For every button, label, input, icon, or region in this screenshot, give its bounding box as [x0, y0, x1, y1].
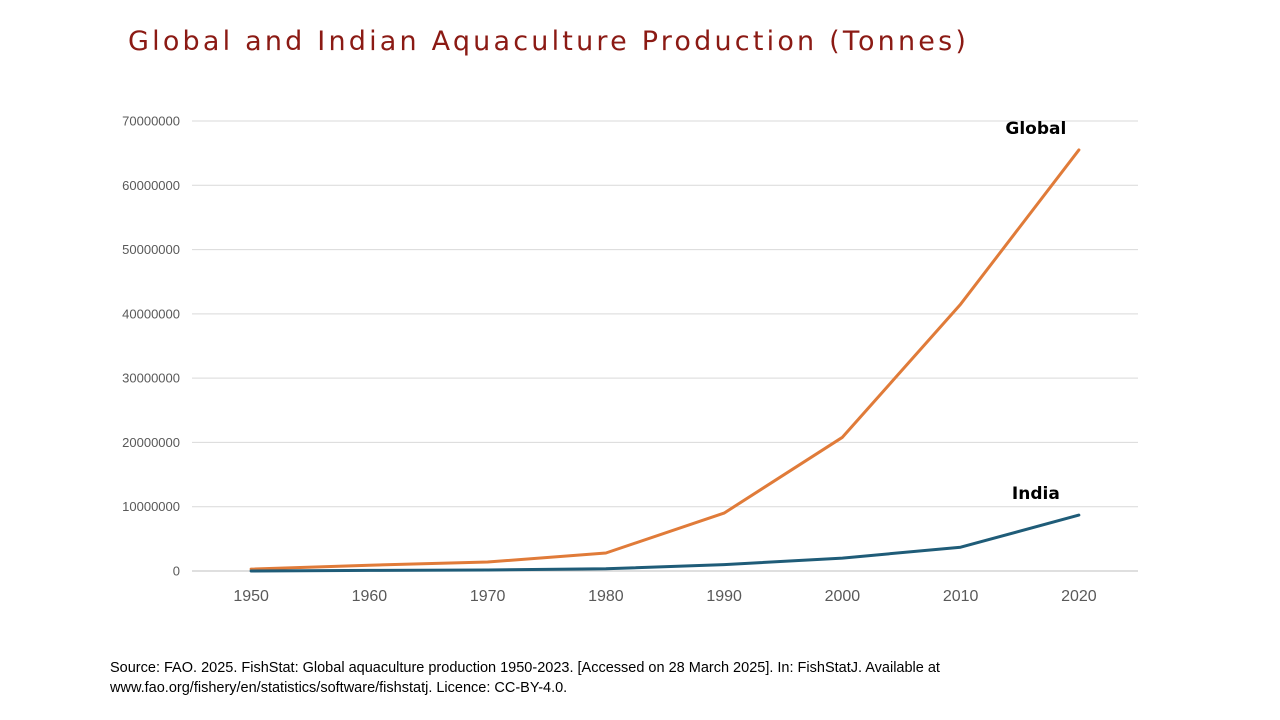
y-axis-ticks: 0 10000000 20000000 30000000 40000000 5000000…: [122, 114, 180, 579]
x-tick-label: 1970: [470, 588, 506, 605]
y-tick-label: 30000000: [122, 371, 180, 386]
series-line-global: [249, 148, 1081, 571]
series-label-global: Global: [1005, 119, 1066, 139]
series-label-india: India: [1012, 484, 1060, 504]
x-axis-ticks: 1950 1960 1970 1980 1990 2000 2010 2020: [233, 588, 1096, 605]
source-note: Source: FAO. 2025. FishStat: Global aqua…: [110, 658, 1110, 698]
source-line-2: www.fao.org/fishery/en/statistics/softwa…: [110, 680, 568, 696]
x-tick-label: 2010: [943, 588, 979, 605]
x-tick-label: 2000: [825, 588, 861, 605]
y-tick-label: 70000000: [122, 114, 180, 129]
source-line-1: Source: FAO. 2025. FishStat: Global aqua…: [110, 660, 940, 676]
series-labels: Global India: [1005, 119, 1066, 504]
x-tick-label: 1950: [233, 588, 269, 605]
x-tick-label: 1990: [706, 588, 742, 605]
y-tick-label: 0: [173, 564, 180, 579]
gridlines: [192, 120, 1138, 572]
x-tick-label: 1980: [588, 588, 624, 605]
x-tick-label: 1960: [352, 588, 388, 605]
y-tick-label: 10000000: [122, 499, 180, 514]
x-tick-label: 2020: [1061, 588, 1097, 605]
y-tick-label: 20000000: [122, 435, 180, 450]
y-tick-label: 60000000: [122, 178, 180, 193]
y-tick-label: 50000000: [122, 242, 180, 257]
series-lines: [249, 148, 1081, 573]
series-line-india: [249, 513, 1081, 573]
y-tick-label: 40000000: [122, 306, 180, 321]
chart-title: Global and Indian Aquaculture Production…: [128, 26, 970, 57]
